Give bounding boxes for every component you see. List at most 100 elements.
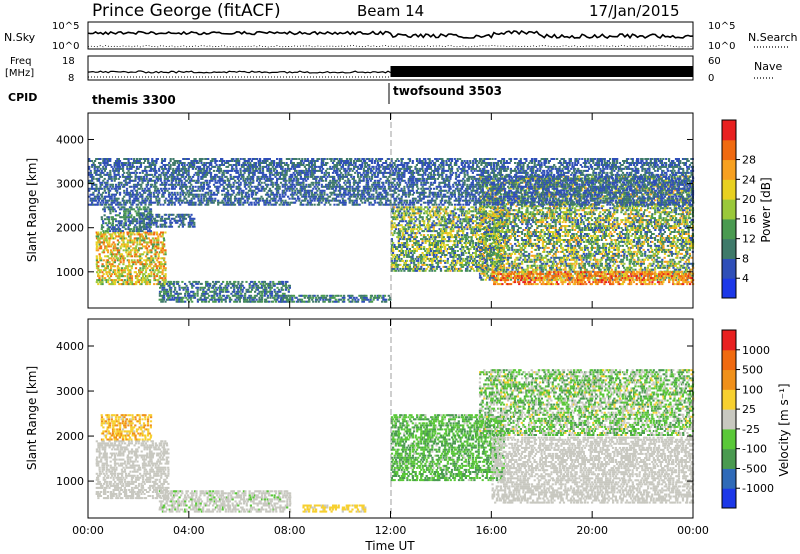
echo-cell	[504, 256, 507, 259]
echo-cell	[472, 252, 475, 254]
echo-cell	[534, 195, 538, 198]
echo-cell	[540, 213, 543, 216]
echo-cell	[541, 237, 545, 239]
echo-cell	[411, 228, 414, 231]
echo-cell	[270, 290, 273, 293]
echo-cell	[540, 239, 543, 241]
echo-cell	[432, 242, 436, 244]
echo-cell	[168, 282, 171, 285]
echo-cell	[102, 273, 105, 276]
echo-cell	[463, 228, 466, 231]
echo-cell	[129, 239, 132, 242]
echo-cell	[497, 221, 500, 224]
echo-cell	[484, 221, 487, 224]
echo-cell	[523, 195, 526, 198]
echo-cell	[320, 296, 323, 299]
echo-cell	[472, 220, 475, 223]
echo-cell	[492, 226, 496, 229]
echo-cell	[533, 256, 536, 259]
echo-cell	[512, 264, 515, 267]
echo-cell	[148, 223, 151, 226]
echo-cell	[400, 216, 403, 219]
echo-cell	[109, 237, 112, 240]
echo-cell	[492, 260, 495, 263]
echo-cell	[119, 224, 122, 227]
echo-cell	[260, 284, 264, 287]
echo-cell	[96, 279, 99, 282]
echo-cell	[448, 236, 451, 239]
echo-cell	[348, 296, 351, 299]
echo-cell	[522, 217, 525, 220]
echo-cell	[519, 256, 522, 259]
echo-cell	[406, 224, 409, 227]
echo-cell	[95, 267, 99, 270]
echo-cell	[450, 267, 454, 270]
echo-cell	[400, 259, 403, 262]
echo-cell	[220, 282, 223, 285]
echo-cell	[495, 219, 498, 222]
echo-cell	[129, 233, 132, 236]
echo-cell	[446, 240, 449, 243]
echo-cell	[452, 216, 455, 219]
echo-cell	[399, 210, 402, 213]
echo-cell	[265, 290, 268, 293]
echo-cell	[449, 252, 452, 254]
echo-cell	[130, 279, 134, 282]
echo-cell	[176, 282, 180, 285]
echo-cell	[497, 248, 500, 251]
echo-cell	[495, 212, 498, 215]
echo-cell	[446, 267, 449, 270]
echo-cell	[116, 239, 119, 242]
echo-cell	[529, 258, 532, 261]
echo-cell	[145, 228, 148, 231]
echo-cell	[547, 276, 550, 279]
echo-cell	[452, 261, 455, 264]
echo-cell	[534, 217, 537, 220]
echo-cell	[544, 240, 547, 243]
echo-cell	[450, 261, 453, 264]
echo-cell	[478, 210, 482, 213]
echo-cell	[137, 214, 140, 217]
echo-cell	[476, 267, 479, 270]
echo-cell	[463, 214, 466, 217]
echo-cell	[118, 233, 121, 236]
echo-cell	[446, 206, 449, 209]
echo-cell	[160, 294, 163, 297]
echo-cell	[295, 296, 298, 299]
echo-cell	[100, 279, 103, 282]
echo-cell	[119, 220, 122, 223]
echo-cell	[100, 241, 103, 244]
echo-cell	[441, 238, 444, 241]
echo-cell	[543, 233, 546, 235]
echo-cell	[497, 223, 500, 226]
echo-cell	[473, 228, 476, 231]
echo-cell	[210, 298, 213, 301]
echo-cell	[541, 270, 545, 273]
echo-cell	[396, 208, 399, 211]
echo-cell	[511, 213, 514, 216]
echo-cell	[512, 215, 515, 218]
echo-cell	[480, 211, 483, 214]
echo-cell	[147, 245, 150, 248]
echo-cell	[495, 265, 498, 268]
echo-cell	[214, 280, 218, 283]
echo-cell	[493, 221, 496, 224]
echo-cell	[153, 233, 156, 236]
echo-cell	[521, 207, 524, 210]
echo-cell	[98, 255, 101, 258]
echo-cell	[518, 266, 521, 269]
echo-cell	[489, 236, 493, 239]
echo-cell	[485, 272, 488, 275]
echo-cell	[548, 231, 552, 233]
echo-cell	[534, 242, 537, 245]
echo-cell	[160, 247, 163, 250]
echo-cell	[500, 248, 503, 251]
echo-cell	[514, 239, 517, 241]
echo-cell	[467, 216, 470, 219]
echo-cell	[455, 255, 458, 258]
echo-cell	[253, 294, 256, 297]
echo-cell	[100, 257, 103, 260]
echo-cell	[113, 279, 116, 282]
echo-cell	[248, 298, 251, 301]
echo-cell	[477, 269, 480, 272]
